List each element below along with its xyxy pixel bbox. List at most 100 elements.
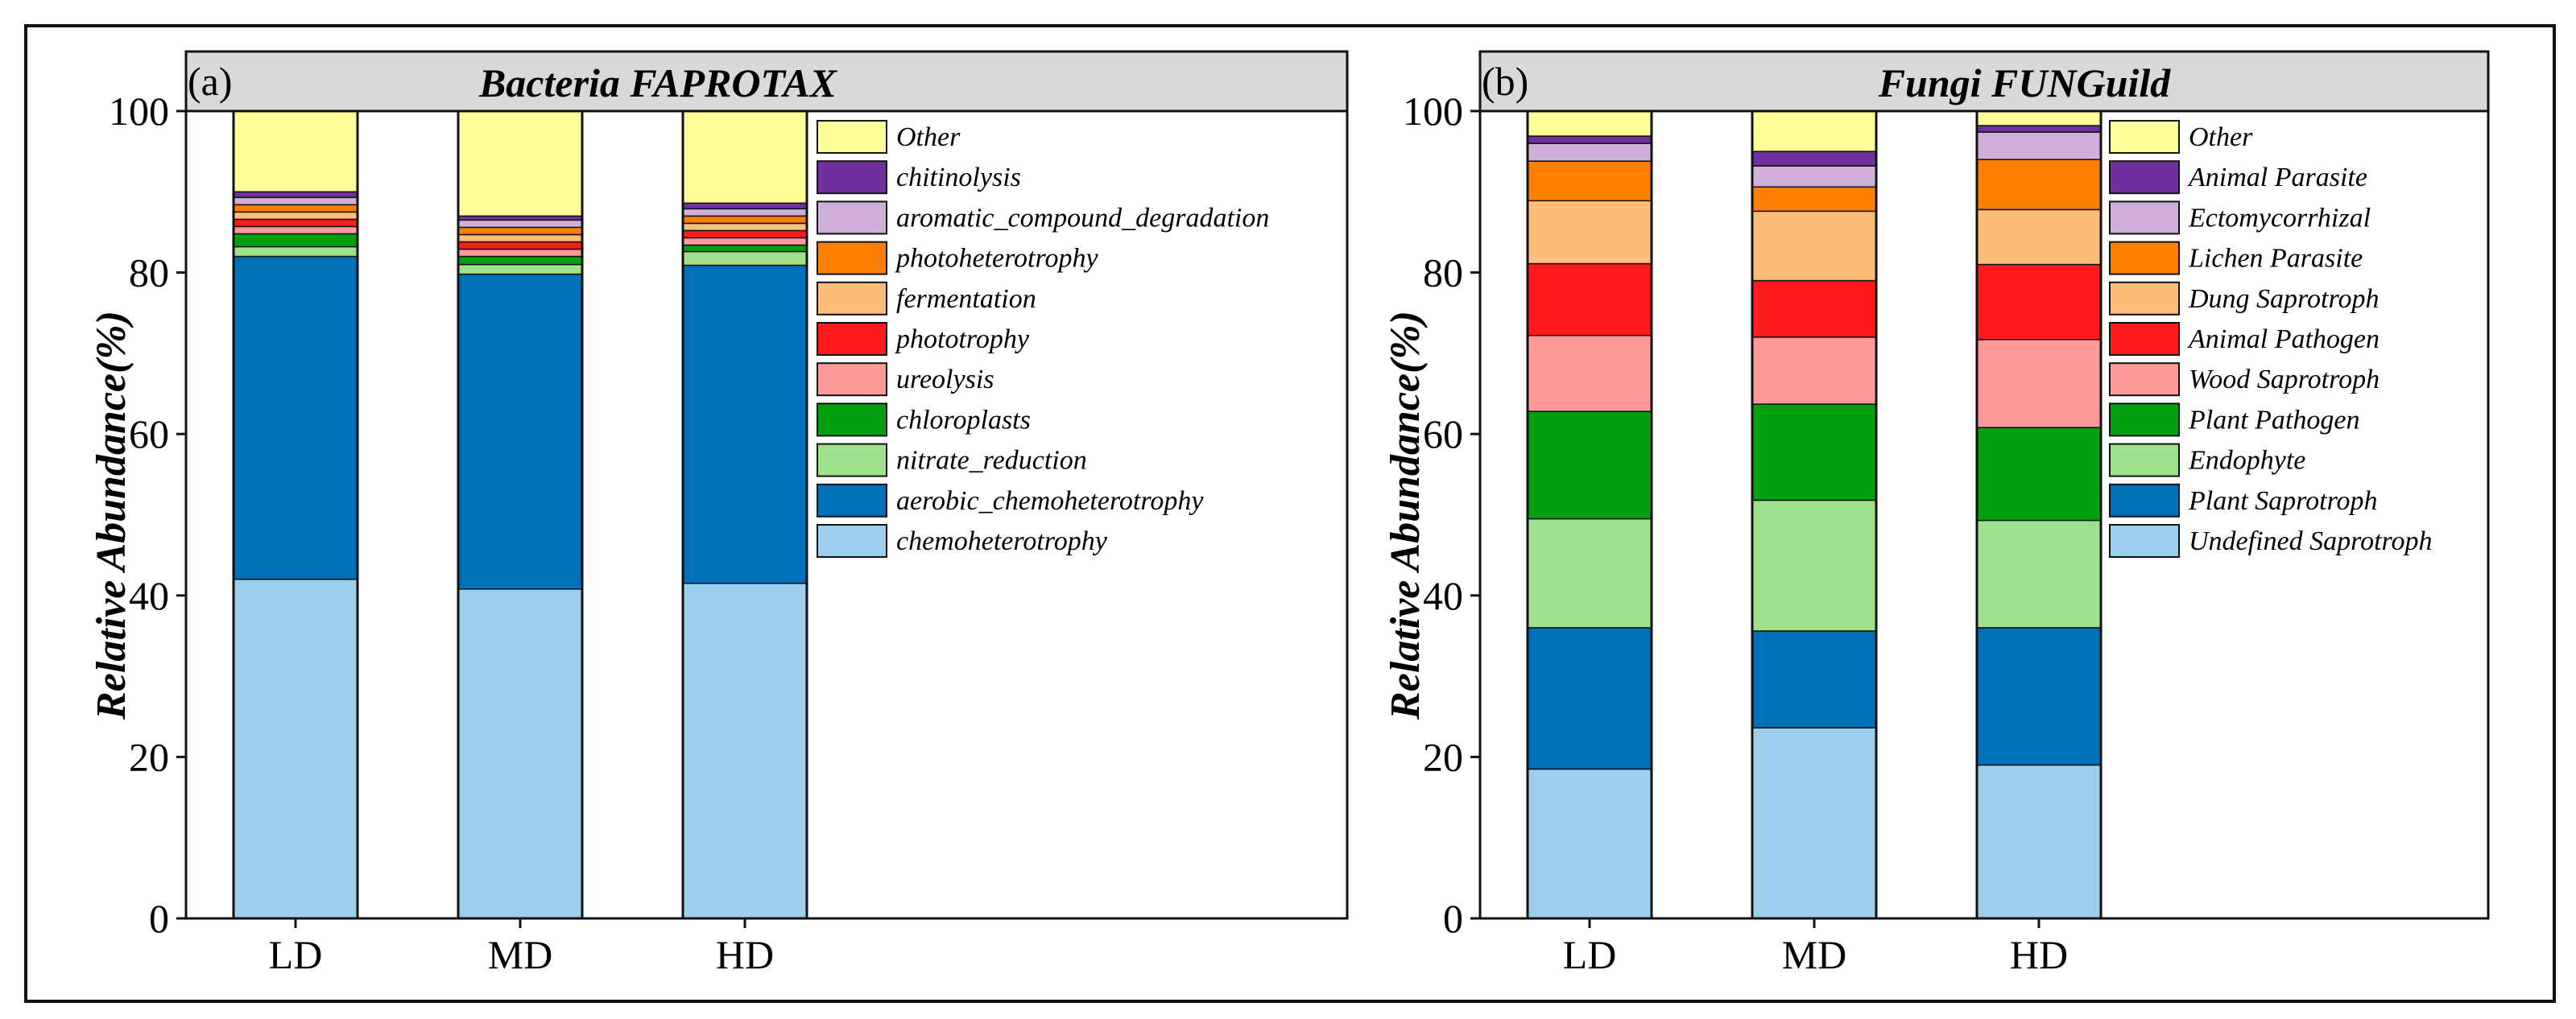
panel-a-legend-swatch-phototrophy: [817, 322, 887, 356]
panel-a-bar-segment-md-other: [457, 110, 583, 217]
panel-b-bar-segment-ld-lichen-parasite: [1527, 160, 1652, 202]
panel-a-x-ticks: LD MD HD: [269, 918, 774, 977]
panel-b-bar-segment-ld-wood-saprotroph: [1527, 335, 1652, 412]
panel-b-x-tick-label-ld: LD: [1563, 932, 1617, 977]
panel-b-bar-segment-md-undefined-saprotroph: [1751, 727, 1877, 919]
panel-a-bar-segment-ld-photoheterotrophy: [233, 204, 358, 213]
panel-b-legend-label-plant-pathogen: Plant Pathogen: [2188, 405, 2359, 435]
panel-b-bar-segment-ld-other: [1527, 110, 1652, 137]
panel-a-bar-segment-ld-ureolysis: [233, 225, 358, 235]
panel-b-legend-swatch-endophyte: [2109, 443, 2180, 477]
panel-b-bar-segment-hd-undefined-saprotroph: [1976, 764, 2102, 919]
panel-a-y-tick-label: 20: [129, 734, 169, 779]
panel-b-bar-segment-ld-undefined-saprotroph: [1527, 768, 1652, 919]
panel-b-legend: Other Animal Parasite Ectomycorrhizal Liche…: [2109, 120, 2433, 558]
panel-a-legend-swatch-aromatic-compound-degradation: [817, 200, 887, 235]
panel-b-legend-label-animal-pathogen: Animal Pathogen: [2187, 324, 2380, 354]
panel-a-legend-swatch-chitinolysis: [817, 160, 887, 195]
panel-b-bar-segment-ld-plant-saprotroph: [1527, 627, 1652, 770]
panel-b-bar-segment-md-animal-parasite: [1751, 151, 1877, 167]
panel-a-y-tick-label: 40: [129, 573, 169, 618]
panel-a-legend-swatch-fermentation: [817, 281, 887, 316]
panel-a-bar-segment-ld-phototrophy: [233, 218, 358, 228]
panel-b-bar-segment-hd-other: [1976, 110, 2102, 126]
panel-b-legend-label-animal-parasite: Animal Parasite: [2187, 163, 2367, 192]
panel-b-legend-swatch-plant-saprotroph: [2109, 483, 2180, 518]
panel-b-y-axis-label: Relative Abundance(%): [1383, 311, 1429, 720]
panel-a-legend-label-other: Other: [896, 122, 961, 152]
panel-a-bar-segment-hd-phototrophy: [682, 229, 808, 239]
panel-a-bar-segment-md-aerobic-chemoheterotrophy: [457, 273, 583, 590]
figure-border: [24, 24, 2556, 1003]
panel-a-legend-label-photoheterotrophy: photoheterotrophy: [895, 244, 1098, 274]
panel-a-bar-segment-md-photoheterotrophy: [457, 226, 583, 236]
panel-a-bar-segment-md-chloroplasts: [457, 255, 583, 266]
panel-b-label: (b): [1482, 59, 1528, 104]
panel-b-bar-segment-hd-plant-pathogen: [1976, 427, 2102, 522]
panel-b-bar-segment-md-other: [1751, 110, 1877, 152]
panel-b-bar-segment-md-lichen-parasite: [1751, 186, 1877, 212]
panel-b-bar-segment-ld-dung-saprotroph: [1527, 200, 1652, 265]
panel-b-x-tick-label-md: MD: [1782, 932, 1847, 977]
panel-b-bar-segment-md-ectomycorrhizal: [1751, 165, 1877, 188]
panel-b-title-bar: [1478, 50, 2490, 113]
panel-b-legend-label-lichen-parasite: Lichen Parasite: [2188, 244, 2363, 274]
panel-b-legend-swatch-plant-pathogen: [2109, 402, 2180, 437]
panel-a-legend-label-chloroplasts: chloroplasts: [896, 405, 1031, 435]
panel-b-bar-segment-md-wood-saprotroph: [1751, 336, 1877, 405]
panel-a-bar-segment-ld-aerobic-chemoheterotrophy: [233, 255, 358, 580]
panel-b-legend-swatch-undefined-saprotroph: [2109, 524, 2180, 558]
panel-a-legend-label-ureolysis: ureolysis: [896, 365, 994, 394]
panel-a-bar-segment-hd-chitinolysis: [682, 202, 808, 210]
panel-bacteria: (a) Bacteria FAPROTAX Relative Abundance…: [89, 50, 1349, 977]
panel-a-legend-swatch-other: [817, 120, 887, 154]
panel-a-bar-segment-md-chemoheterotrophy: [457, 588, 583, 919]
panel-a-y-tick-label: 0: [149, 896, 169, 941]
panel-b-y-tick-label: 40: [1423, 573, 1463, 618]
panel-b-legend-label-ectomycorrhizal: Ectomycorrhizal: [2188, 203, 2371, 233]
panel-a-bar-segment-md-fermentation: [457, 233, 583, 243]
panel-a-bar-segment-hd-ureolysis: [682, 237, 808, 246]
panel-b-legend-label-endophyte: Endophyte: [2188, 446, 2305, 476]
panel-a-y-axis-label: Relative Abundance(%): [89, 311, 134, 720]
panel-a-y-ticks: 0 20 40 60 80 100: [109, 89, 186, 941]
panel-b-legend-swatch-other: [2109, 120, 2180, 154]
panel-b-bars: [1526, 109, 2103, 920]
panel-b-bar-segment-hd-endophyte: [1976, 519, 2102, 629]
panel-b-bar-segment-md-plant-pathogen: [1751, 403, 1877, 501]
panel-a-bar-segment-hd-fermentation: [682, 222, 808, 232]
panel-b-legend-swatch-animal-parasite: [2109, 160, 2180, 195]
panel-a-x-tick-label-md: MD: [488, 932, 553, 977]
panel-a-legend: Other chitinolysis aromatic_compound_degra…: [817, 120, 1269, 558]
panel-a-legend-label-chemoheterotrophy: chemoheterotrophy: [896, 526, 1108, 556]
panel-b-legend-label-undefined-saprotroph: Undefined Saprotroph: [2189, 526, 2433, 556]
panel-a-x-tick-label-ld: LD: [269, 932, 323, 977]
panel-b-bar-segment-hd-plant-saprotroph: [1976, 627, 2102, 766]
panel-b-y-ticks: 0 20 40 60 80 100: [1403, 89, 1480, 941]
panel-b-legend-swatch-animal-pathogen: [2109, 322, 2180, 356]
panel-b-bar-segment-hd-animal-parasite: [1976, 125, 2102, 133]
panel-b-y-tick-label: 20: [1423, 734, 1463, 779]
panel-b-bar-segment-md-animal-pathogen: [1751, 279, 1877, 338]
panel-a-legend-swatch-aerobic-chemoheterotrophy: [817, 483, 887, 518]
panel-b-x-tick-label-hd: HD: [2010, 932, 2068, 977]
panel-b-bar-segment-ld-animal-pathogen: [1527, 262, 1652, 336]
panel-a-bar-segment-ld-nitrate-reduction: [233, 245, 358, 258]
panel-b-x-ticks: LD MD HD: [1563, 918, 2068, 977]
panel-a-bar-segment-hd-aerobic-chemoheterotrophy: [682, 264, 808, 584]
panel-b-bar-segment-hd-ectomycorrhizal: [1976, 131, 2102, 160]
panel-a-legend-swatch-chemoheterotrophy: [817, 524, 887, 558]
panel-b-bar-segment-md-dung-saprotroph: [1751, 210, 1877, 282]
panel-a-bar-segment-hd-chloroplasts: [682, 244, 808, 253]
panel-a-bar-segment-md-chitinolysis: [457, 215, 583, 221]
panel-b-bar-segment-hd-dung-saprotroph: [1976, 208, 2102, 266]
panel-a-legend-label-fermentation: fermentation: [896, 284, 1036, 314]
panel-a-bar-segment-hd-chemoheterotrophy: [682, 583, 808, 919]
panel-b-title: Fungi FUNGuild: [1878, 60, 2172, 105]
panel-a-bar-segment-ld-aromatic-compound-degradation: [233, 196, 358, 206]
panel-a-bar-segment-md-phototrophy: [457, 241, 583, 250]
panel-b-legend-label-wood-saprotroph: Wood Saprotroph: [2189, 365, 2380, 394]
panel-b-legend-swatch-wood-saprotroph: [2109, 362, 2180, 397]
panel-a-bar-segment-hd-other: [682, 110, 808, 204]
panel-a-legend-swatch-chloroplasts: [817, 402, 887, 437]
